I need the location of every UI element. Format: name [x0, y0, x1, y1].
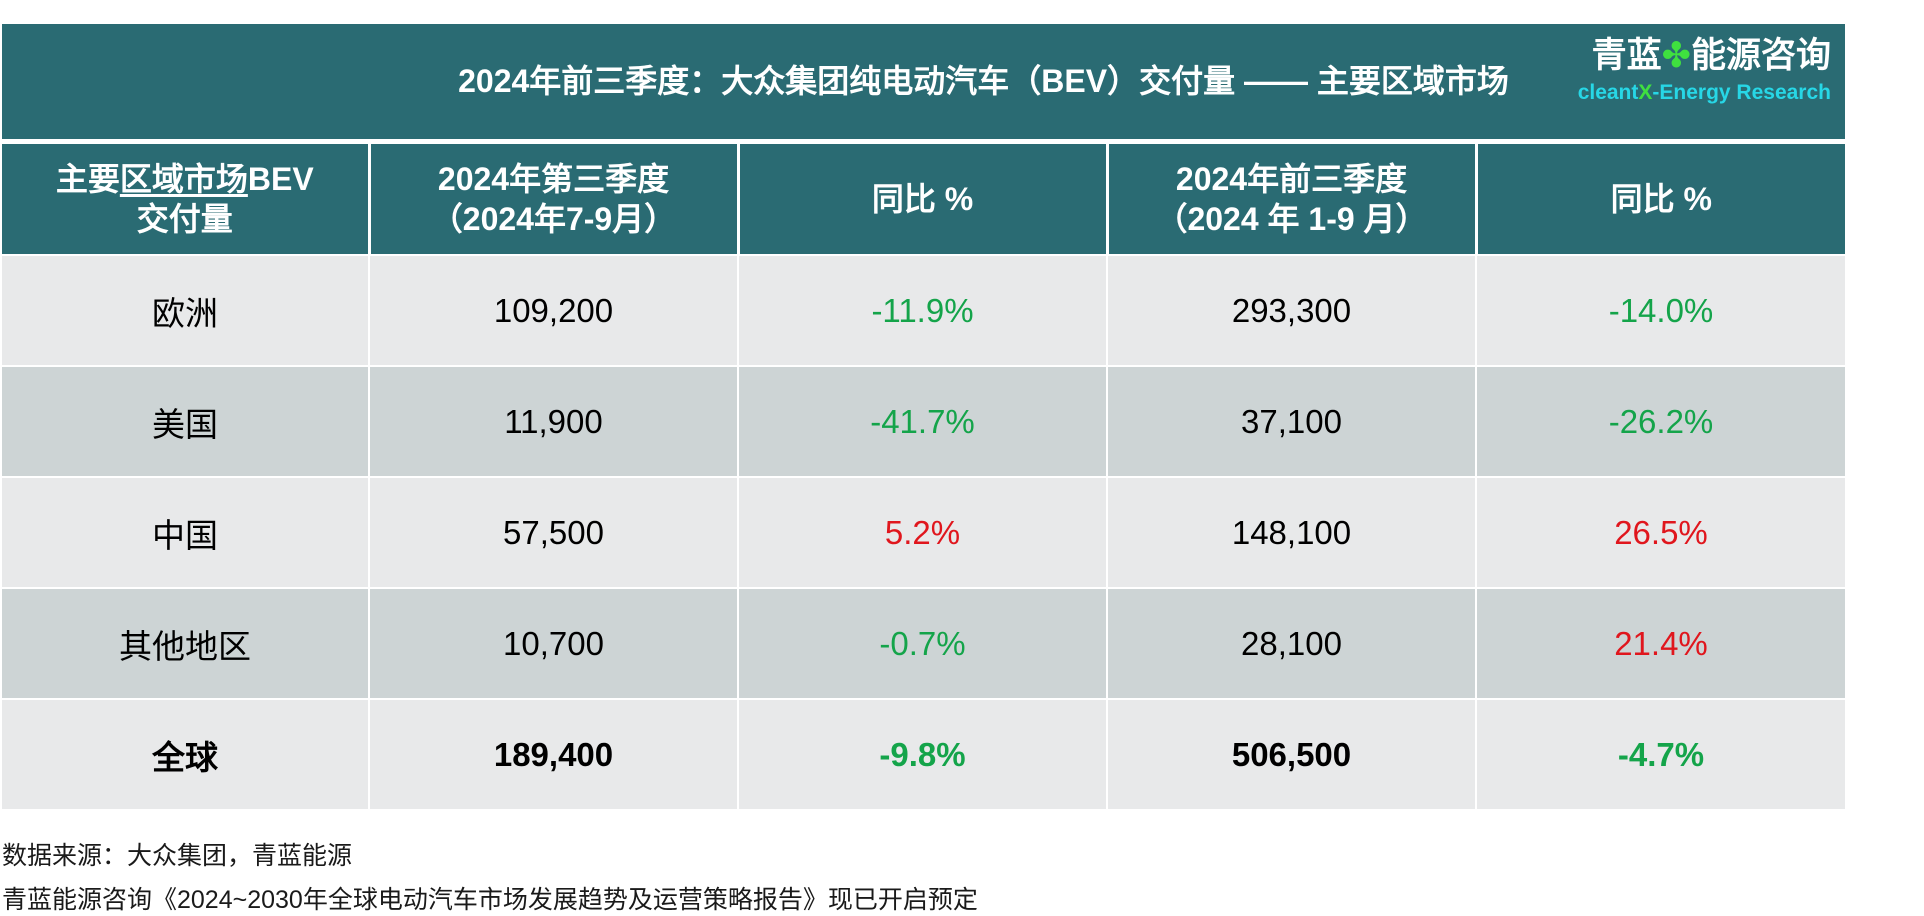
ytd-yoy-cell: 21.4% — [1476, 587, 1845, 699]
q3-cell: 11,900 — [369, 365, 739, 477]
q3-cell: 189,400 — [369, 698, 739, 809]
logo-en-part1: cleant — [1577, 81, 1639, 104]
region-cell: 其他地区 — [2, 587, 370, 699]
page-title: 2024年前三季度：大众集团纯电动汽车（BEV）交付量 —— 主要区域市场 — [458, 63, 1509, 99]
q3-cell: 10,700 — [369, 587, 739, 699]
header-q3-line1: 2024年第三季度 — [437, 161, 670, 197]
header-region-part1: 主要 — [55, 161, 120, 197]
q3-yoy-cell: -0.7% — [738, 587, 1108, 699]
ytd-cell: 28,100 — [1107, 587, 1477, 699]
logo-cn-part1: 青蓝 — [1591, 36, 1662, 75]
title-bar: 2024年前三季度：大众集团纯电动汽车（BEV）交付量 —— 主要区域市场 青蓝… — [2, 24, 1845, 139]
header-region-line2: 交付量 — [136, 201, 233, 237]
header-region-part3: BEV — [247, 161, 314, 197]
header-q3-yoy: 同比 % — [738, 144, 1109, 255]
q3-yoy-cell: 5.2% — [738, 476, 1108, 588]
report-note: 青蓝能源咨询《2024~2030年全球电动汽车市场发展趋势及运营策略报告》现已开… — [2, 886, 978, 914]
ytd-yoy-cell: -14.0% — [1476, 254, 1845, 366]
logo-chinese: 青蓝✤能源咨询 — [1578, 34, 1831, 78]
q3-yoy-cell: -9.8% — [738, 698, 1108, 809]
table-row: 欧洲 109,200 -11.9% 293,300 -14.0% — [2, 254, 1845, 366]
logo-en-part2: -Energy Research — [1652, 81, 1831, 104]
logo-cn-part2: 能源咨询 — [1690, 36, 1831, 75]
header-q3: 2024年第三季度 （2024年7-9月） — [369, 144, 740, 255]
ytd-cell: 506,500 — [1107, 698, 1477, 809]
logo-english: cleantX-Energy Research — [1578, 78, 1831, 108]
header-ytd-yoy: 同比 % — [1476, 144, 1845, 255]
ytd-cell: 293,300 — [1107, 254, 1477, 366]
table-row: 中国 57,500 5.2% 148,100 26.5% — [2, 476, 1845, 588]
ytd-cell: 148,100 — [1107, 476, 1477, 588]
header-ytd: 2024年前三季度 （2024 年 1-9 月） — [1107, 144, 1478, 255]
source-note: 数据来源：大众集团，青蓝能源 — [2, 842, 353, 870]
header-ytd-line1: 2024年前三季度 — [1175, 161, 1408, 197]
q3-cell: 57,500 — [369, 476, 739, 588]
q3-yoy-cell: -41.7% — [738, 365, 1108, 477]
ytd-cell: 37,100 — [1107, 365, 1477, 477]
header-region-part2: 区域市场 — [119, 161, 248, 197]
header-region: 主要区域市场BEV 交付量 — [2, 144, 371, 255]
q3-yoy-cell: -11.9% — [738, 254, 1108, 366]
brand-logo: 青蓝✤能源咨询 cleantX-Energy Research — [1578, 34, 1831, 108]
table-row: 其他地区 10,700 -0.7% 28,100 21.4% — [2, 587, 1845, 699]
table-row: 美国 11,900 -41.7% 37,100 -26.2% — [2, 365, 1845, 477]
q3-cell: 109,200 — [369, 254, 739, 366]
region-cell: 全球 — [2, 698, 370, 809]
table-row-total: 全球 189,400 -9.8% 506,500 -4.7% — [2, 698, 1845, 809]
header-q3-line2: （2024年7-9月） — [430, 201, 677, 237]
bev-delivery-table: 主要区域市场BEV 交付量 2024年第三季度 （2024年7-9月） 同比 %… — [2, 144, 1845, 809]
logo-en-x: X — [1638, 81, 1653, 104]
clover-icon: ✤ — [1661, 36, 1691, 75]
region-cell: 美国 — [2, 365, 370, 477]
region-cell: 欧洲 — [2, 254, 370, 366]
table-header-row: 主要区域市场BEV 交付量 2024年第三季度 （2024年7-9月） 同比 %… — [2, 144, 1845, 255]
ytd-yoy-cell: -4.7% — [1476, 698, 1845, 809]
ytd-yoy-cell: -26.2% — [1476, 365, 1845, 477]
header-ytd-line2: （2024 年 1-9 月） — [1155, 201, 1428, 237]
region-cell: 中国 — [2, 476, 370, 588]
ytd-yoy-cell: 26.5% — [1476, 476, 1845, 588]
